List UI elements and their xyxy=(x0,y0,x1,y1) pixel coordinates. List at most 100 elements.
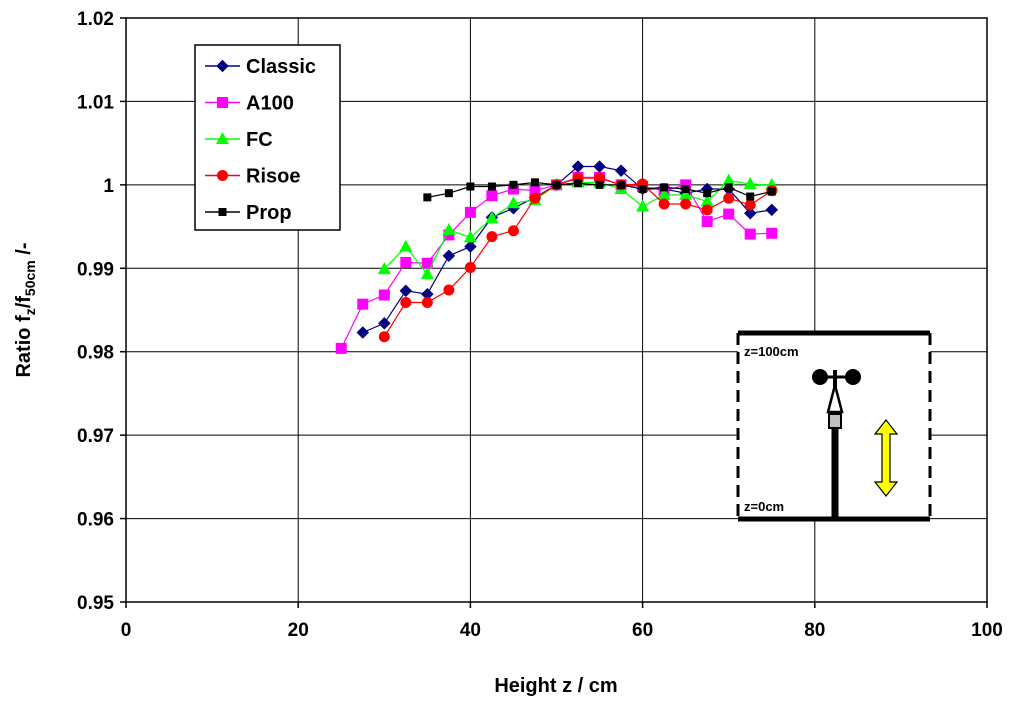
point-fc xyxy=(463,230,477,243)
legend-item-prop: Prop xyxy=(205,202,292,224)
point-risoe xyxy=(507,225,519,237)
point-a100 xyxy=(357,298,369,310)
y-axis: 0.95 0.96 0.97 0.98 0.99 1 1.01 1.02 xyxy=(77,9,126,614)
y-axis-title-mid: /f xyxy=(13,296,35,309)
point-risoe xyxy=(400,296,412,308)
y-axis-title-sub2: 50cm xyxy=(22,260,38,296)
series-a100 xyxy=(335,171,778,354)
x-tick-label: 100 xyxy=(971,620,1003,641)
point-classic xyxy=(464,240,477,253)
inset-bottom-label: z=0cm xyxy=(744,499,784,514)
legend-marker-classic xyxy=(216,59,229,73)
point-fc xyxy=(506,196,520,209)
point-classic xyxy=(614,164,628,178)
point-prop xyxy=(444,189,453,198)
point-a100 xyxy=(723,208,735,220)
y-axis-title-end: /- xyxy=(13,242,35,260)
series-classic xyxy=(356,160,779,339)
point-prop xyxy=(487,182,496,191)
legend-item-risoe: Risoe xyxy=(205,166,300,188)
point-classic xyxy=(356,326,370,339)
point-risoe xyxy=(723,192,735,204)
series-risoe xyxy=(378,172,778,343)
point-a100 xyxy=(701,216,713,228)
point-a100 xyxy=(744,228,756,240)
y-tick-label: 0.97 xyxy=(77,426,114,447)
point-a100 xyxy=(443,229,455,241)
point-a100 xyxy=(335,342,347,354)
legend-marker-risoe xyxy=(217,170,228,181)
point-prop xyxy=(767,187,776,196)
legend-marker-prop xyxy=(218,208,227,216)
x-axis: 0 20 40 60 80 100 xyxy=(121,602,1003,641)
y-tick-label: 0.96 xyxy=(77,510,114,531)
series-layer xyxy=(335,160,779,354)
inset-cup-right-icon xyxy=(845,369,861,385)
point-a100 xyxy=(766,227,778,239)
x-tick-label: 60 xyxy=(632,620,653,641)
y-axis-title: Ratio fz/f50cm /- xyxy=(13,242,38,377)
point-fc xyxy=(442,222,456,235)
legend-marker-fc xyxy=(216,132,229,144)
legend-marker-a100 xyxy=(217,97,228,108)
point-classic xyxy=(399,284,413,298)
x-tick-label: 0 xyxy=(121,620,132,641)
point-prop xyxy=(703,189,712,198)
point-risoe xyxy=(701,204,713,216)
legend: Classic A100 FC Risoe Prop xyxy=(194,44,341,231)
point-fc xyxy=(700,194,714,207)
point-a100 xyxy=(529,185,541,197)
point-prop xyxy=(530,178,539,187)
x-tick-label: 80 xyxy=(804,620,825,641)
point-classic xyxy=(442,249,456,263)
y-tick-label: 0.95 xyxy=(77,593,114,614)
y-tick-label: 1 xyxy=(103,176,114,197)
legend-label-fc: FC xyxy=(246,129,273,151)
point-a100 xyxy=(421,257,433,269)
point-risoe xyxy=(529,192,541,204)
point-prop xyxy=(574,179,583,188)
point-prop xyxy=(552,180,561,189)
point-a100 xyxy=(378,289,390,301)
y-tick-label: 0.98 xyxy=(77,343,114,364)
point-prop xyxy=(724,183,733,192)
inset-top-label: z=100cm xyxy=(744,344,799,359)
point-risoe xyxy=(658,198,670,210)
x-axis-title: Height z / cm xyxy=(494,675,617,697)
sensor-inset: z=100cm z=0cm xyxy=(736,330,932,522)
point-risoe xyxy=(443,284,455,296)
point-risoe xyxy=(421,296,433,308)
point-a100 xyxy=(486,190,498,202)
point-risoe xyxy=(378,331,390,343)
point-a100 xyxy=(507,183,519,195)
legend-box xyxy=(194,44,341,231)
point-fc xyxy=(679,187,693,200)
legend-label-risoe: Risoe xyxy=(246,166,300,188)
y-tick-label: 1.01 xyxy=(77,92,114,113)
point-a100 xyxy=(400,256,412,268)
point-fc xyxy=(636,199,650,212)
legend-item-fc: FC xyxy=(205,129,273,151)
y-tick-label: 1.02 xyxy=(77,9,114,30)
point-prop xyxy=(681,185,690,194)
point-fc xyxy=(485,211,499,224)
legend-label-a100: A100 xyxy=(246,93,294,115)
point-classic xyxy=(593,160,606,173)
point-prop xyxy=(595,180,604,189)
point-fc xyxy=(722,173,736,186)
inset-up-down-arrow-icon xyxy=(873,419,899,497)
legend-label-prop: Prop xyxy=(246,202,292,224)
point-prop xyxy=(466,182,475,191)
y-axis-title-main: Ratio f xyxy=(13,315,35,378)
point-prop xyxy=(509,180,518,189)
x-tick-label: 20 xyxy=(288,620,309,641)
inset-cup-left-icon xyxy=(812,369,828,385)
point-a100 xyxy=(680,179,692,191)
point-risoe xyxy=(486,231,498,243)
point-prop xyxy=(638,185,647,194)
point-prop xyxy=(423,193,432,202)
y-tick-label: 0.99 xyxy=(77,259,114,280)
point-prop xyxy=(746,192,755,201)
point-a100 xyxy=(464,206,476,218)
